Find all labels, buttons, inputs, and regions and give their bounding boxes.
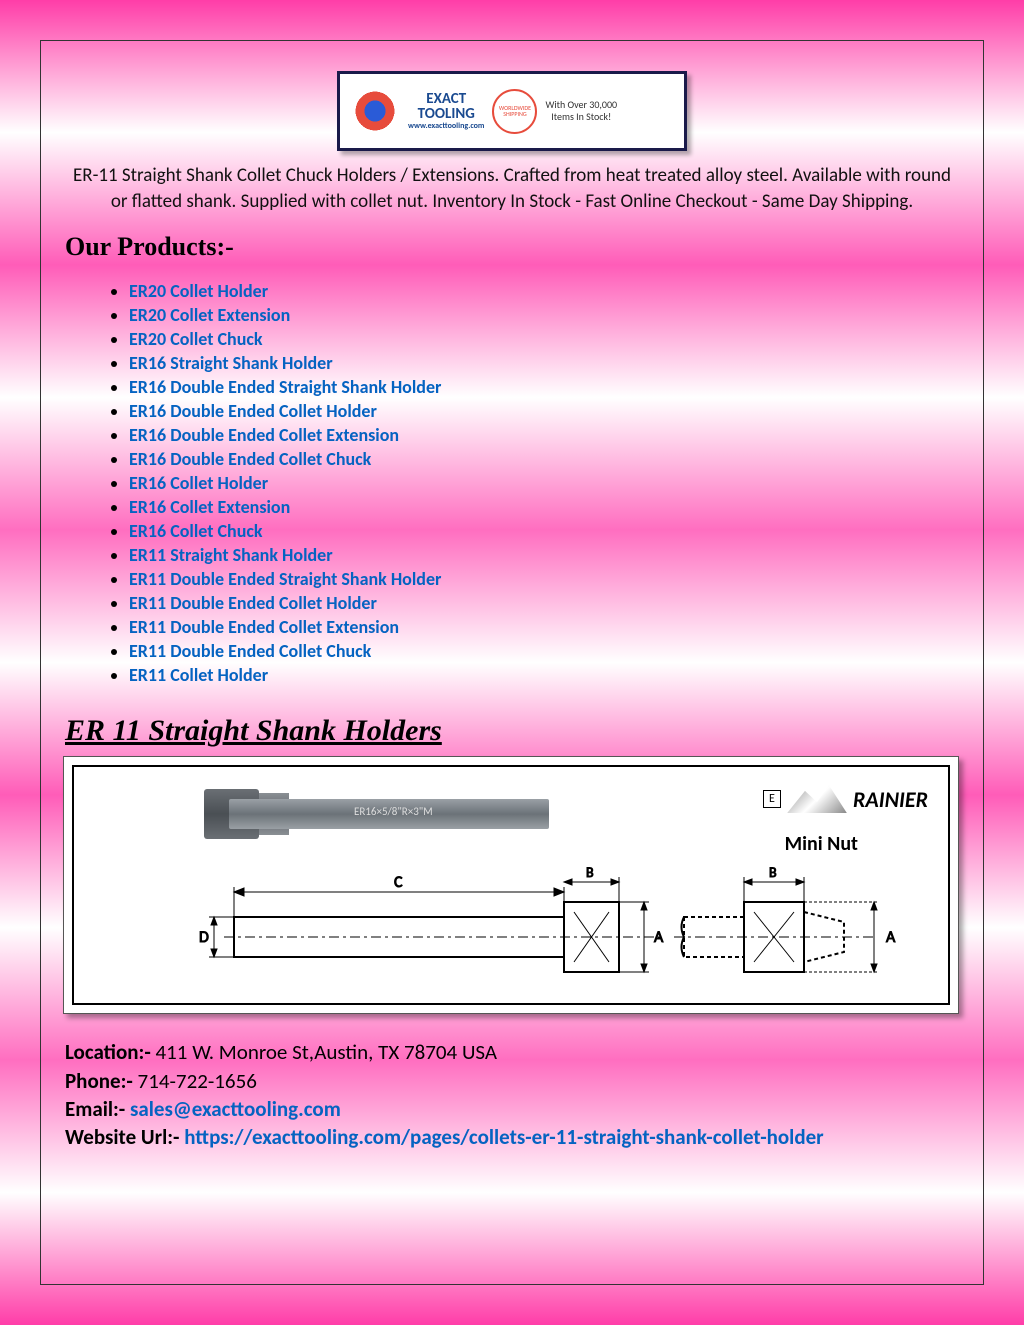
list-item: ER16 Collet Extension <box>129 496 963 518</box>
gear-icon <box>350 86 400 136</box>
logo-container: EXACT TOOLING www.exacttooling.com WORLD… <box>61 71 963 151</box>
mini-nut-label: Mini Nut <box>785 832 858 856</box>
products-heading: Our Products:- <box>65 232 963 262</box>
contact-block: Location:- 411 W. Monroe St,Austin, TX 7… <box>65 1038 963 1151</box>
list-item: ER11 Collet Holder <box>129 664 963 686</box>
mountain-icon <box>787 785 847 813</box>
brand-name: RAINIER <box>853 786 928 813</box>
list-item: ER11 Double Ended Collet Holder <box>129 592 963 614</box>
product-link[interactable]: ER20 Collet Extension <box>129 304 290 326</box>
logo-stock-text: With Over 30,000 Items In Stock! <box>545 99 617 123</box>
diagram-inner: ER16×5/8"R×3"M E RAINIER Mini Nut <box>72 765 950 1005</box>
product-link[interactable]: ER16 Collet Holder <box>129 472 268 494</box>
product-link[interactable]: ER11 Double Ended Collet Holder <box>129 592 377 614</box>
product-link[interactable]: ER16 Double Ended Straight Shank Holder <box>129 376 441 398</box>
list-item: ER11 Straight Shank Holder <box>129 544 963 566</box>
website-link[interactable]: https://exacttooling.com/pages/collets-e… <box>184 1124 823 1150</box>
list-item: ER16 Collet Holder <box>129 472 963 494</box>
shipping-badge-icon: WORLDWIDE SHIPPING <box>492 89 537 134</box>
logo-line2: TOOLING <box>408 107 484 122</box>
product-link[interactable]: ER11 Double Ended Straight Shank Holder <box>129 568 441 590</box>
schematic-left: C B D A <box>194 867 674 997</box>
company-logo: EXACT TOOLING www.exacttooling.com WORLD… <box>337 71 687 151</box>
product-link[interactable]: ER16 Double Ended Collet Holder <box>129 400 377 422</box>
product-link[interactable]: ER16 Collet Extension <box>129 496 290 518</box>
svg-text:A: A <box>654 928 664 947</box>
logo-brand-text: EXACT TOOLING www.exacttooling.com <box>408 92 484 130</box>
product-link[interactable]: ER16 Double Ended Collet Chuck <box>129 448 371 470</box>
logo-url: www.exacttooling.com <box>408 122 484 130</box>
list-item: ER11 Double Ended Collet Chuck <box>129 640 963 662</box>
product-diagram: ER16×5/8"R×3"M E RAINIER Mini Nut <box>63 756 959 1014</box>
svg-text:A: A <box>886 928 896 947</box>
list-item: ER16 Double Ended Collet Extension <box>129 424 963 446</box>
list-item: ER16 Double Ended Collet Holder <box>129 400 963 422</box>
products-list: ER20 Collet Holder ER20 Collet Extension… <box>129 280 963 686</box>
svg-text:B: B <box>586 867 594 881</box>
list-item: ER16 Collet Chuck <box>129 520 963 542</box>
contact-email: Email:- sales@exacttooling.com <box>65 1095 963 1123</box>
section-subtitle: ER 11 Straight Shank Holders <box>65 714 963 748</box>
list-item: ER20 Collet Holder <box>129 280 963 302</box>
schematic-right: B A <box>674 867 944 997</box>
svg-text:B: B <box>769 867 777 881</box>
svg-text:D: D <box>199 928 209 947</box>
product-link[interactable]: ER11 Collet Holder <box>129 664 268 686</box>
contact-phone: Phone:- 714-722-1656 <box>65 1067 963 1095</box>
brand-letter-box: E <box>763 790 781 808</box>
location-label: Location:- <box>65 1039 151 1065</box>
list-item: ER16 Double Ended Collet Chuck <box>129 448 963 470</box>
list-item: ER16 Double Ended Straight Shank Holder <box>129 376 963 398</box>
tool-engraving: ER16×5/8"R×3"M <box>354 805 433 818</box>
list-item: ER20 Collet Extension <box>129 304 963 326</box>
list-item: ER11 Double Ended Straight Shank Holder <box>129 568 963 590</box>
product-link[interactable]: ER11 Double Ended Collet Chuck <box>129 640 371 662</box>
page-description: ER-11 Straight Shank Collet Chuck Holder… <box>71 163 953 214</box>
phone-label: Phone:- <box>65 1068 133 1094</box>
list-item: ER20 Collet Chuck <box>129 328 963 350</box>
page-frame: EXACT TOOLING www.exacttooling.com WORLD… <box>40 40 984 1285</box>
list-item: ER16 Straight Shank Holder <box>129 352 963 374</box>
product-link[interactable]: ER11 Straight Shank Holder <box>129 544 333 566</box>
email-link[interactable]: sales@exacttooling.com <box>130 1096 341 1122</box>
svg-text:C: C <box>394 873 403 892</box>
product-link[interactable]: ER20 Collet Holder <box>129 280 268 302</box>
location-value: 411 W. Monroe St,Austin, TX 78704 USA <box>151 1039 497 1065</box>
contact-location: Location:- 411 W. Monroe St,Austin, TX 7… <box>65 1038 963 1066</box>
product-link[interactable]: ER20 Collet Chuck <box>129 328 263 350</box>
product-link[interactable]: ER11 Double Ended Collet Extension <box>129 616 399 638</box>
product-link[interactable]: ER16 Collet Chuck <box>129 520 263 542</box>
list-item: ER11 Double Ended Collet Extension <box>129 616 963 638</box>
brand-block: E RAINIER <box>763 785 928 813</box>
email-label: Email:- <box>65 1096 125 1122</box>
product-link[interactable]: ER16 Straight Shank Holder <box>129 352 333 374</box>
contact-website: Website Url:- https://exacttooling.com/p… <box>65 1123 963 1151</box>
website-label: Website Url:- <box>65 1124 179 1150</box>
phone-value: 714-722-1656 <box>133 1068 257 1094</box>
product-link[interactable]: ER16 Double Ended Collet Extension <box>129 424 399 446</box>
stock-line2: Items In Stock! <box>545 111 617 123</box>
